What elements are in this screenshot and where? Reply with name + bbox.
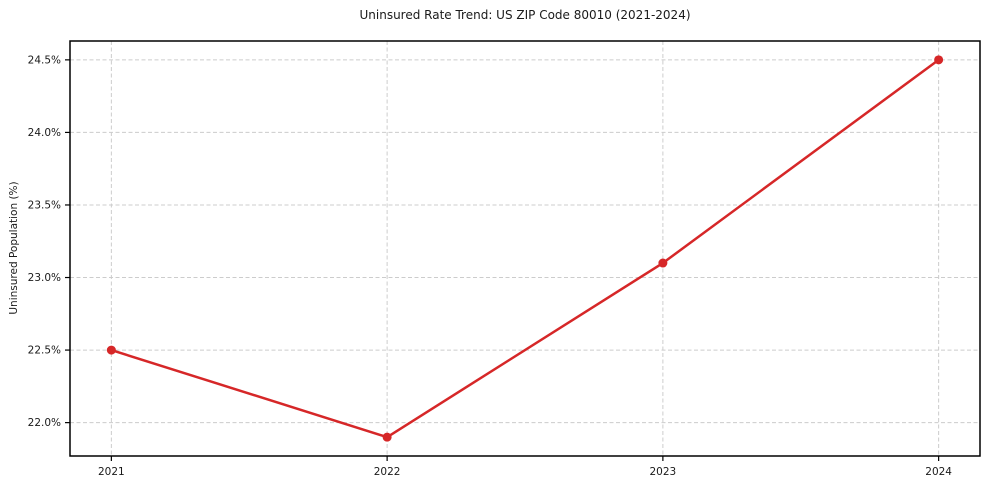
trend-line	[110, 58, 940, 439]
x-tick-label: 2021	[98, 466, 125, 478]
x-tick-label: 2022	[374, 466, 401, 478]
data-point-marker	[106, 345, 116, 355]
y-tick-label: 23.5%	[28, 199, 61, 211]
y-tick-label: 22.0%	[28, 417, 61, 429]
x-tick-label: 2024	[925, 466, 952, 478]
x-tick-label: 2023	[650, 466, 677, 478]
axes-spines	[69, 40, 981, 457]
data-point-marker	[934, 55, 944, 65]
y-tick-label: 24.0%	[28, 127, 61, 139]
y-tick-label: 23.0%	[28, 272, 61, 284]
y-tick-label: 22.5%	[28, 345, 61, 357]
data-point-marker	[382, 432, 392, 442]
y-tick-label: 24.5%	[28, 54, 61, 66]
chart-title: Uninsured Rate Trend: US ZIP Code 80010 …	[359, 8, 691, 22]
data-point-marker	[658, 258, 668, 268]
